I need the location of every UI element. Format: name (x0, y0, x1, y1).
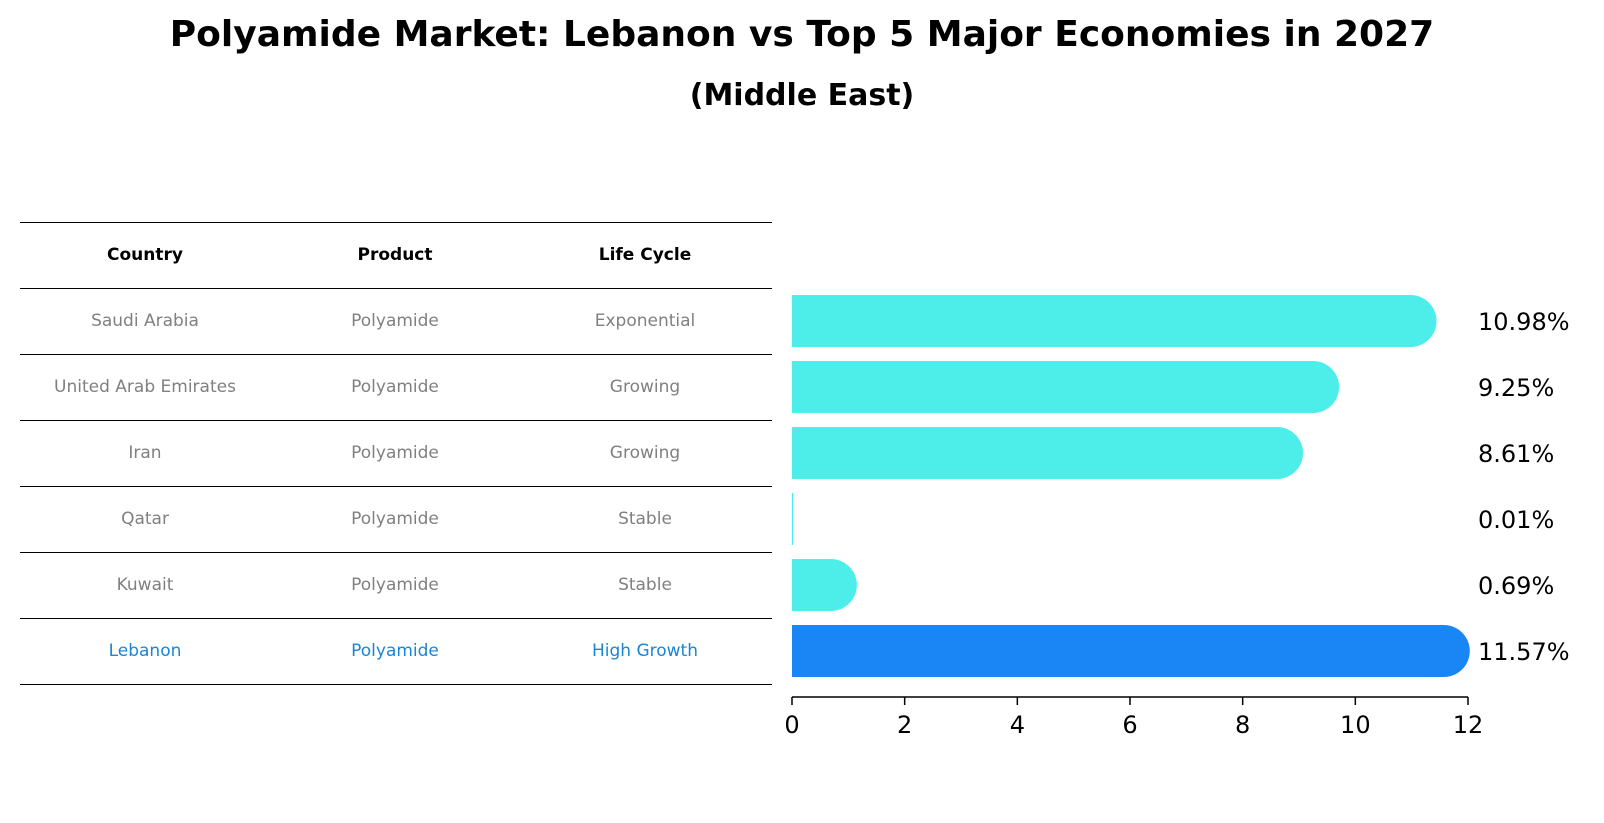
cell-product: Polyamide (351, 311, 439, 331)
table-row: Iran Polyamide Growing (20, 420, 772, 486)
cell-country: Saudi Arabia (91, 311, 199, 331)
bar-cap (804, 559, 857, 611)
bar-kuwait (792, 559, 857, 611)
cell-country: Lebanon (108, 641, 182, 661)
x-tick-label: 10 (1340, 711, 1371, 739)
bar-saudi-arabia (792, 295, 1437, 347)
table-rule (20, 420, 772, 421)
bar-cap (1251, 427, 1304, 479)
bar-cap (1417, 625, 1470, 677)
value-label: 11.57% (1478, 638, 1570, 666)
table-rule (20, 618, 772, 619)
x-tick-label: 4 (1010, 711, 1025, 739)
bar-body (792, 295, 1411, 347)
chart-title: Polyamide Market: Lebanon vs Top 5 Major… (169, 14, 1435, 55)
bar-cap (1287, 361, 1340, 413)
table-rule (20, 222, 772, 223)
bar-body (792, 493, 793, 545)
x-tick-label: 8 (1235, 711, 1250, 739)
cell-product: Polyamide (351, 443, 439, 463)
bar-cap (1384, 295, 1437, 347)
value-label: 0.69% (1478, 572, 1554, 600)
header-life-cycle: Life Cycle (598, 245, 692, 265)
table-rule (20, 486, 772, 487)
cell-country: Qatar (121, 509, 169, 529)
cell-life-cycle: High Growth (591, 641, 698, 661)
cell-life-cycle: Growing (609, 377, 681, 397)
cell-country: Kuwait (116, 575, 174, 595)
bar-lebanon (792, 625, 1470, 677)
header-product: Product (357, 245, 433, 265)
table-header-row: Country Product Life Cycle (20, 222, 772, 288)
cell-product: Polyamide (351, 575, 439, 595)
cell-product: Polyamide (351, 641, 439, 661)
bar-body (792, 361, 1314, 413)
bar-body (792, 625, 1444, 677)
bar-united-arab-emirates (792, 361, 1340, 413)
cell-country: Iran (128, 443, 162, 463)
cell-life-cycle: Growing (609, 443, 681, 463)
chart-subtitle: (Middle East) (689, 78, 915, 113)
x-tick-label: 0 (784, 711, 799, 739)
value-label: 8.61% (1478, 440, 1554, 468)
x-tick-label: 2 (897, 711, 912, 739)
table-row: Saudi Arabia Polyamide Exponential (20, 288, 772, 354)
table-rule (20, 354, 772, 355)
value-label: 0.01% (1478, 506, 1554, 534)
table-rule (20, 684, 772, 685)
cell-life-cycle: Stable (618, 575, 672, 595)
cell-product: Polyamide (351, 509, 439, 529)
value-label: 10.98% (1478, 308, 1570, 336)
cell-product: Polyamide (351, 377, 439, 397)
x-tick-label: 6 (1122, 711, 1137, 739)
cell-country: United Arab Emirates (54, 377, 236, 397)
cell-life-cycle: Stable (618, 509, 672, 529)
table-rule (20, 288, 772, 289)
table-row: Kuwait Polyamide Stable (20, 552, 772, 618)
bar-iran (792, 427, 1304, 479)
bar-body (792, 427, 1278, 479)
table-rule (20, 552, 772, 553)
cell-life-cycle: Exponential (594, 311, 696, 331)
x-tick-label: 12 (1453, 711, 1484, 739)
table-row-highlighted: Lebanon Polyamide High Growth (20, 618, 772, 684)
value-label: 9.25% (1478, 374, 1554, 402)
table-row: Qatar Polyamide Stable (20, 486, 772, 552)
header-country: Country (107, 245, 183, 265)
bar-qatar (792, 493, 793, 545)
table-row: United Arab Emirates Polyamide Growing (20, 354, 772, 420)
